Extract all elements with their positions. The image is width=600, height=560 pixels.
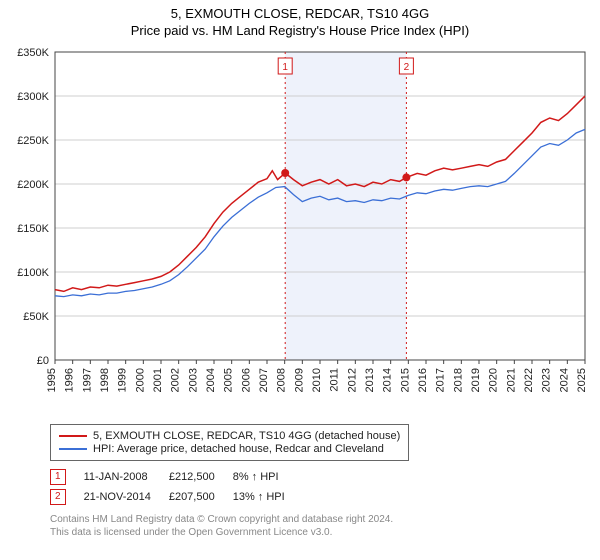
chart-container: 5, EXMOUTH CLOSE, REDCAR, TS10 4GG Price… — [0, 0, 600, 547]
marker-delta-2: 13% ↑ HPI — [233, 487, 303, 507]
marker-date-1: 11-JAN-2008 — [84, 467, 169, 487]
legend-swatch-hpi — [59, 448, 87, 450]
svg-text:2003: 2003 — [187, 368, 199, 392]
svg-text:2012: 2012 — [346, 368, 358, 392]
svg-text:2021: 2021 — [505, 368, 517, 392]
title-line-2: Price paid vs. HM Land Registry's House … — [0, 23, 600, 38]
svg-text:2005: 2005 — [223, 368, 235, 392]
svg-text:2014: 2014 — [382, 368, 394, 392]
svg-text:2: 2 — [404, 62, 410, 73]
svg-text:2007: 2007 — [258, 368, 270, 392]
marker-badge-2: 2 — [50, 489, 66, 505]
svg-text:2001: 2001 — [152, 368, 164, 392]
title-line-1: 5, EXMOUTH CLOSE, REDCAR, TS10 4GG — [0, 6, 600, 21]
svg-text:2013: 2013 — [364, 368, 376, 392]
marker-badge-1: 1 — [50, 469, 66, 485]
svg-text:2025: 2025 — [576, 368, 588, 392]
svg-text:2022: 2022 — [523, 368, 535, 392]
svg-text:2010: 2010 — [311, 368, 323, 392]
legend-box: 5, EXMOUTH CLOSE, REDCAR, TS10 4GG (deta… — [50, 424, 409, 461]
svg-text:2020: 2020 — [488, 368, 500, 392]
svg-text:£0: £0 — [37, 355, 49, 367]
marker-row-2: 2 21-NOV-2014 £207,500 13% ↑ HPI — [50, 487, 303, 507]
marker-price-1: £212,500 — [169, 467, 233, 487]
svg-text:£150K: £150K — [17, 223, 49, 235]
svg-text:2011: 2011 — [329, 368, 341, 392]
svg-text:£50K: £50K — [23, 311, 49, 323]
legend-label-subject: 5, EXMOUTH CLOSE, REDCAR, TS10 4GG (deta… — [93, 430, 400, 442]
legend-swatch-subject — [59, 435, 87, 437]
svg-text:1: 1 — [282, 62, 288, 73]
chart-area: £0 £50K £100K £150K £200K £250K £300K £350K 1995… — [0, 40, 600, 420]
under-chart: 5, EXMOUTH CLOSE, REDCAR, TS10 4GG (deta… — [0, 420, 600, 547]
svg-text:£350K: £350K — [17, 47, 49, 59]
svg-text:2023: 2023 — [541, 368, 553, 392]
svg-text:2015: 2015 — [399, 368, 411, 392]
footer-line-1: Contains HM Land Registry data © Crown c… — [50, 513, 580, 526]
svg-text:1995: 1995 — [46, 368, 58, 392]
marker-delta-1: 8% ↑ HPI — [233, 467, 303, 487]
svg-text:2016: 2016 — [417, 368, 429, 392]
marker-date-2: 21-NOV-2014 — [84, 487, 169, 507]
svg-text:1998: 1998 — [99, 368, 111, 392]
svg-text:2006: 2006 — [240, 368, 252, 392]
svg-text:£250K: £250K — [17, 135, 49, 147]
legend-row-subject: 5, EXMOUTH CLOSE, REDCAR, TS10 4GG (deta… — [59, 430, 400, 442]
svg-text:2024: 2024 — [558, 368, 570, 392]
svg-text:2000: 2000 — [134, 368, 146, 392]
svg-text:2008: 2008 — [276, 368, 288, 392]
svg-text:£100K: £100K — [17, 267, 49, 279]
svg-text:2019: 2019 — [470, 368, 482, 392]
title-block: 5, EXMOUTH CLOSE, REDCAR, TS10 4GG Price… — [0, 0, 600, 40]
svg-text:1999: 1999 — [117, 368, 129, 392]
marker-table: 1 11-JAN-2008 £212,500 8% ↑ HPI 2 21-NOV… — [50, 467, 303, 507]
svg-text:2017: 2017 — [435, 368, 447, 392]
svg-text:2002: 2002 — [170, 368, 182, 392]
chart-svg: £0 £50K £100K £150K £200K £250K £300K £350K 1995… — [0, 40, 600, 420]
svg-text:2009: 2009 — [293, 368, 305, 392]
svg-text:2004: 2004 — [205, 368, 217, 392]
marker-price-2: £207,500 — [169, 487, 233, 507]
svg-text:£300K: £300K — [17, 91, 49, 103]
legend-row-hpi: HPI: Average price, detached house, Redc… — [59, 443, 400, 455]
legend-label-hpi: HPI: Average price, detached house, Redc… — [93, 443, 384, 455]
svg-text:1996: 1996 — [64, 368, 76, 392]
svg-text:1997: 1997 — [81, 368, 93, 392]
footer-line-2: This data is licensed under the Open Gov… — [50, 526, 580, 539]
footer-note: Contains HM Land Registry data © Crown c… — [50, 513, 580, 539]
svg-text:2018: 2018 — [452, 368, 464, 392]
svg-text:£200K: £200K — [17, 179, 49, 191]
marker-row-1: 1 11-JAN-2008 £212,500 8% ↑ HPI — [50, 467, 303, 487]
